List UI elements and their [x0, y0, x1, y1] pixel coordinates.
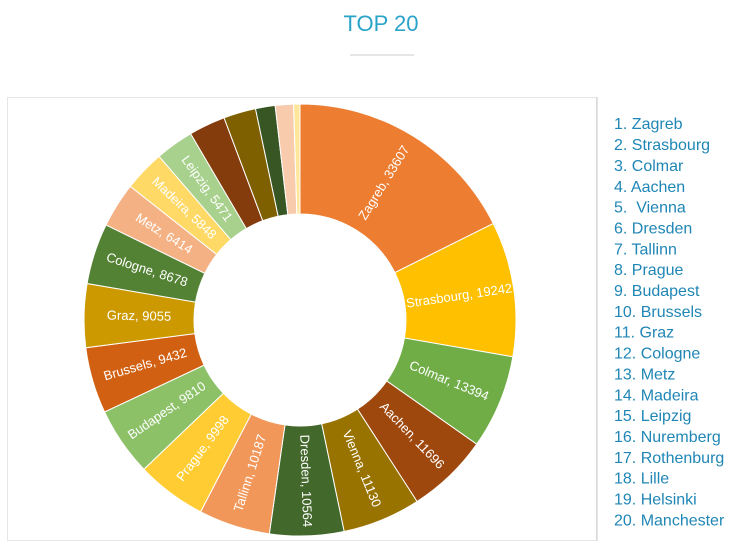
ranking-item: 7. Tallinn [614, 241, 677, 258]
data-label: Graz, 9055 [107, 308, 172, 324]
ranking-item: 6. Dresden [614, 220, 692, 237]
slice [293, 103, 301, 215]
ranking-item: 18. Lille [614, 471, 669, 488]
ranking-item: 11. Graz [614, 325, 674, 342]
ranking-item: 17. Rothenburg [614, 450, 724, 467]
ranking-item: 14. Madeira [614, 387, 699, 404]
data-label: Dresden, 10564 [297, 434, 315, 527]
ranking-item: 1. Zagreb [614, 116, 683, 133]
ranking-item: 16. Nuremberg [614, 429, 721, 446]
ranking-item: 8. Prague [614, 262, 683, 279]
ranking-item: 2. Strasbourg [614, 137, 710, 154]
chart-title: TOP 20 [343, 11, 418, 36]
ranking-item: 3. Colmar [614, 158, 684, 175]
ranking-item: 5. Vienna [614, 200, 686, 217]
ranking-item: 10. Brussels [614, 304, 702, 321]
ranking-item: 13. Metz [614, 366, 675, 383]
ranking-item: 12. Cologne [614, 346, 700, 363]
ranking-item: 19. Helsinki [614, 492, 697, 509]
ranking-item: 9. Budapest [614, 283, 700, 300]
slice [299, 103, 494, 274]
ranking-item: 15. Leipzig [614, 408, 691, 425]
ranking-item: 4. Aachen [614, 179, 685, 196]
ranking-item: 20. Manchester [614, 512, 725, 529]
